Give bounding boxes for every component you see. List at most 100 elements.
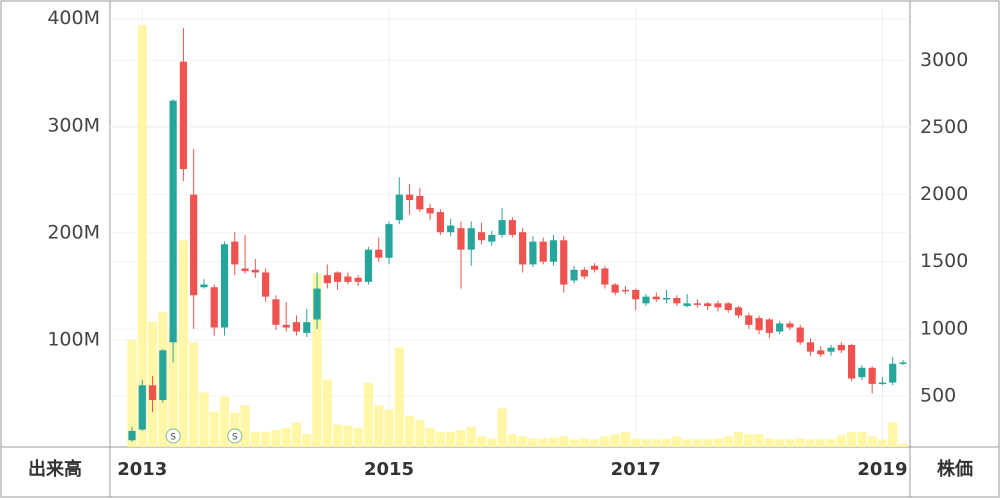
- candle-body: [673, 297, 681, 304]
- candle-body: [344, 276, 352, 282]
- volume-bar: [744, 434, 754, 447]
- volume-bar: [353, 427, 363, 447]
- candle-body: [375, 249, 383, 258]
- y-tick-label: 200M: [47, 221, 100, 243]
- candle-body: [436, 212, 444, 233]
- y-tick-label: 100M: [47, 328, 100, 350]
- volume-bar: [446, 432, 456, 447]
- candle-body: [899, 362, 907, 364]
- candle-body: [405, 194, 414, 200]
- candle-body: [272, 299, 280, 325]
- candle-body: [138, 385, 146, 430]
- candle-body: [601, 268, 609, 285]
- volume-bar: [877, 439, 888, 447]
- volume-bar: [312, 273, 322, 447]
- candle-body: [364, 249, 373, 282]
- candle-body: [611, 284, 619, 293]
- candle-body: [632, 289, 640, 300]
- candle-body: [292, 322, 301, 332]
- candle-body: [447, 225, 455, 233]
- volume-bar: [620, 432, 631, 447]
- volume-bar: [641, 439, 651, 447]
- volume-bar: [466, 426, 476, 447]
- candle-body: [693, 303, 701, 305]
- candle-body: [200, 284, 208, 288]
- candle-body: [642, 296, 650, 304]
- volume-bar: [476, 436, 487, 447]
- volume-bar: [261, 432, 271, 447]
- candle-body: [159, 350, 167, 401]
- volume-bar: [487, 438, 497, 447]
- candle-body: [231, 241, 239, 265]
- y2-tick-label: 500: [920, 384, 956, 406]
- y2-tick-label: 1500: [920, 250, 968, 272]
- y2-tick-label: 3000: [920, 49, 968, 71]
- candle-body: [282, 324, 290, 328]
- y2-tick-label: 2000: [920, 183, 968, 205]
- volume-bar: [816, 439, 826, 447]
- candle-body: [529, 241, 537, 265]
- volume-bar: [559, 436, 569, 447]
- volume-bar: [569, 439, 579, 447]
- candle-body: [179, 61, 187, 170]
- candle-body: [190, 194, 198, 296]
- volume-bar: [456, 429, 466, 447]
- y2-axis-label: 株価: [937, 458, 973, 480]
- volume-bar: [168, 329, 178, 447]
- volume-bar: [888, 422, 898, 447]
- candle-body: [878, 382, 887, 385]
- candle-body: [580, 269, 588, 277]
- volume-bar: [733, 432, 744, 447]
- volume-bar: [631, 438, 641, 447]
- candle-body: [128, 430, 136, 441]
- volume-bar: [826, 439, 836, 447]
- volume-bar: [137, 25, 147, 447]
- volume-bar: [661, 438, 672, 447]
- candle-body: [662, 297, 671, 300]
- volume-bar: [209, 411, 219, 447]
- candle-body: [457, 228, 465, 250]
- volume-bar: [610, 434, 620, 447]
- volume-bar: [672, 436, 682, 447]
- candle-body: [477, 232, 486, 241]
- candle-body: [334, 272, 342, 282]
- candle-body: [241, 268, 249, 272]
- candle-body: [714, 303, 722, 308]
- candle-body: [889, 363, 897, 383]
- volume-bar: [332, 424, 343, 447]
- candle-body: [519, 232, 527, 265]
- candle-body: [858, 367, 866, 378]
- volume-bar: [548, 437, 559, 447]
- candle-body: [395, 194, 403, 221]
- candle-body: [210, 287, 218, 328]
- candle-body: [621, 289, 630, 292]
- candle-body: [262, 272, 270, 297]
- candle-body: [354, 277, 362, 282]
- candle-body: [591, 265, 599, 270]
- volume-bar: [425, 427, 435, 447]
- candle-body: [683, 303, 691, 307]
- volume-bar: [785, 439, 795, 447]
- volume-bar: [651, 439, 661, 447]
- volume-bar: [538, 438, 548, 447]
- y2-tick-label: 1000: [920, 317, 968, 339]
- candle-body: [652, 296, 660, 300]
- volume-bar: [271, 429, 281, 447]
- volume-bar: [415, 420, 425, 447]
- volume-bar: [805, 439, 816, 447]
- volume-bar: [497, 408, 507, 447]
- candle-body: [837, 344, 845, 351]
- candle-body: [220, 244, 229, 328]
- volume-bar: [528, 438, 538, 447]
- volume-bar: [199, 392, 209, 447]
- volume-bar: [250, 432, 260, 447]
- volume-bar: [240, 405, 250, 447]
- volume-bar: [692, 439, 703, 447]
- candle-body: [539, 241, 547, 262]
- volume-bar: [754, 434, 764, 447]
- volume-bar: [713, 438, 723, 447]
- volume-bar: [281, 427, 291, 447]
- volume-bar: [507, 434, 517, 447]
